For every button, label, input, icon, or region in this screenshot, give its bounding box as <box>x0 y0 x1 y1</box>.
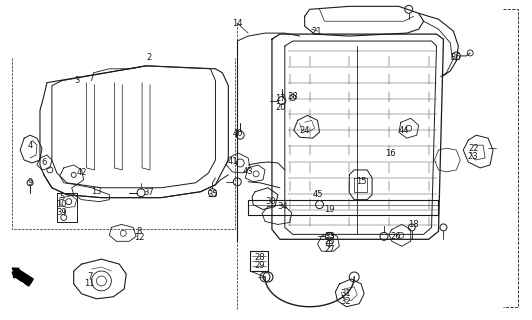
Text: 26: 26 <box>390 232 401 241</box>
Text: 43: 43 <box>243 167 253 176</box>
Text: 4: 4 <box>28 140 32 150</box>
Text: 31: 31 <box>340 289 351 298</box>
Text: FR.: FR. <box>15 283 29 289</box>
Text: 30: 30 <box>265 197 276 206</box>
Text: 25: 25 <box>324 237 335 246</box>
Text: 41: 41 <box>228 157 238 166</box>
Text: 3: 3 <box>74 76 79 85</box>
Text: 17: 17 <box>276 94 286 103</box>
Text: 34: 34 <box>278 202 288 211</box>
Text: 7: 7 <box>87 272 92 282</box>
Text: 10: 10 <box>56 200 67 209</box>
Text: 13: 13 <box>91 187 102 196</box>
FancyArrow shape <box>12 271 31 286</box>
Text: 36: 36 <box>450 53 461 62</box>
Text: 32: 32 <box>340 297 351 306</box>
Text: 11: 11 <box>84 279 95 288</box>
Text: 9: 9 <box>28 178 32 187</box>
Text: 40: 40 <box>233 129 244 138</box>
Text: 22: 22 <box>468 144 478 153</box>
Text: 42: 42 <box>77 168 87 177</box>
Text: 38: 38 <box>287 92 298 101</box>
Text: 6: 6 <box>41 158 47 167</box>
Text: 5: 5 <box>59 193 64 202</box>
Text: 24: 24 <box>300 126 310 135</box>
Text: 21: 21 <box>311 27 322 36</box>
Text: 44: 44 <box>398 126 409 135</box>
Text: 33: 33 <box>324 232 335 241</box>
Text: 39: 39 <box>56 208 67 217</box>
Text: 12: 12 <box>134 233 144 242</box>
Text: 27: 27 <box>324 245 335 254</box>
Text: 2: 2 <box>146 53 152 62</box>
Text: 18: 18 <box>409 220 419 229</box>
Text: 8: 8 <box>136 227 142 236</box>
Text: 37: 37 <box>144 188 154 197</box>
Text: 20: 20 <box>276 103 286 112</box>
Text: 29: 29 <box>255 260 265 269</box>
FancyArrow shape <box>12 268 34 283</box>
Text: 28: 28 <box>255 253 265 262</box>
Text: 45: 45 <box>312 190 323 199</box>
Text: 19: 19 <box>324 205 335 214</box>
Text: 35: 35 <box>207 190 218 199</box>
Text: 23: 23 <box>468 152 478 161</box>
Text: 14: 14 <box>232 19 243 28</box>
Text: FR.: FR. <box>13 282 27 292</box>
Text: 16: 16 <box>386 148 396 157</box>
Text: 15: 15 <box>356 177 367 186</box>
